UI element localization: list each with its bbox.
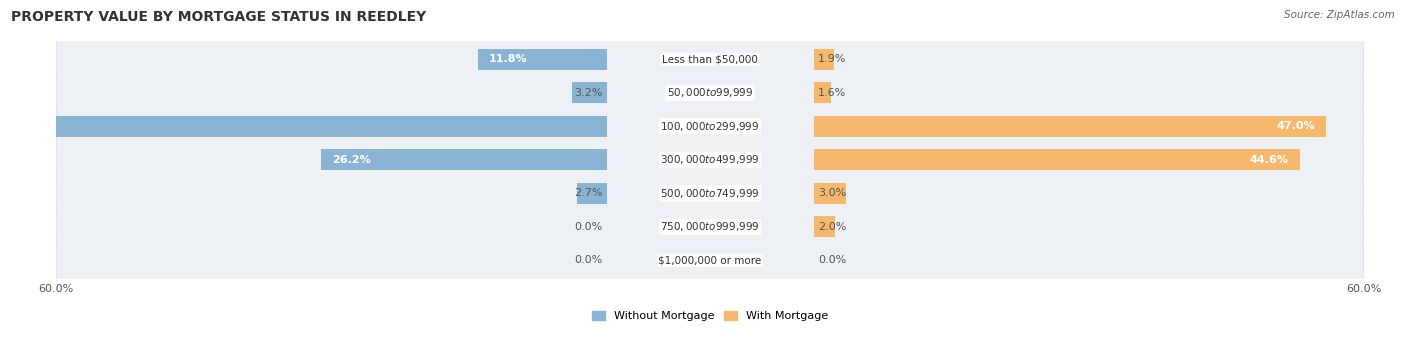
Bar (321, 149, 606, 170)
FancyBboxPatch shape (56, 134, 1364, 186)
Text: $100,000 to $299,999: $100,000 to $299,999 (661, 120, 759, 133)
Text: $300,000 to $499,999: $300,000 to $499,999 (661, 153, 759, 166)
Text: 47.0%: 47.0% (1277, 121, 1315, 131)
Text: $1,000,000 or more: $1,000,000 or more (658, 255, 762, 265)
FancyBboxPatch shape (56, 100, 1364, 152)
Bar (814, 183, 846, 204)
Bar (576, 183, 606, 204)
Text: 2.7%: 2.7% (574, 188, 602, 198)
FancyBboxPatch shape (56, 67, 1364, 119)
Bar (814, 149, 1299, 170)
Text: 3.0%: 3.0% (818, 188, 846, 198)
Bar (572, 82, 606, 103)
Text: 0.0%: 0.0% (574, 255, 602, 265)
Text: $500,000 to $749,999: $500,000 to $749,999 (661, 187, 759, 200)
Text: Source: ZipAtlas.com: Source: ZipAtlas.com (1284, 10, 1395, 20)
Bar (814, 217, 835, 237)
Text: 44.6%: 44.6% (1250, 155, 1289, 165)
Bar (814, 82, 831, 103)
Bar (814, 116, 1326, 137)
FancyBboxPatch shape (56, 201, 1364, 253)
Text: 2.0%: 2.0% (818, 222, 846, 232)
FancyBboxPatch shape (56, 103, 1364, 149)
FancyBboxPatch shape (56, 137, 1364, 183)
FancyBboxPatch shape (56, 235, 1364, 286)
FancyBboxPatch shape (56, 204, 1364, 250)
Legend: Without Mortgage, With Mortgage: Without Mortgage, With Mortgage (588, 306, 832, 326)
Text: 0.0%: 0.0% (574, 222, 602, 232)
Text: 0.0%: 0.0% (818, 255, 846, 265)
Text: 11.8%: 11.8% (489, 54, 527, 64)
Bar (814, 49, 834, 70)
FancyBboxPatch shape (56, 33, 1364, 85)
Text: Less than $50,000: Less than $50,000 (662, 54, 758, 64)
FancyBboxPatch shape (56, 168, 1364, 219)
Text: $750,000 to $999,999: $750,000 to $999,999 (661, 220, 759, 233)
Text: $50,000 to $99,999: $50,000 to $99,999 (666, 86, 754, 99)
Text: 1.6%: 1.6% (818, 88, 846, 98)
Bar (478, 49, 606, 70)
Bar (0, 116, 606, 137)
Text: 56.1%: 56.1% (6, 121, 45, 131)
Text: 26.2%: 26.2% (332, 155, 371, 165)
FancyBboxPatch shape (56, 238, 1364, 283)
Text: 3.2%: 3.2% (574, 88, 602, 98)
Text: PROPERTY VALUE BY MORTGAGE STATUS IN REEDLEY: PROPERTY VALUE BY MORTGAGE STATUS IN REE… (11, 10, 426, 24)
FancyBboxPatch shape (56, 36, 1364, 82)
Text: 1.9%: 1.9% (818, 54, 846, 64)
FancyBboxPatch shape (56, 171, 1364, 216)
FancyBboxPatch shape (56, 70, 1364, 116)
